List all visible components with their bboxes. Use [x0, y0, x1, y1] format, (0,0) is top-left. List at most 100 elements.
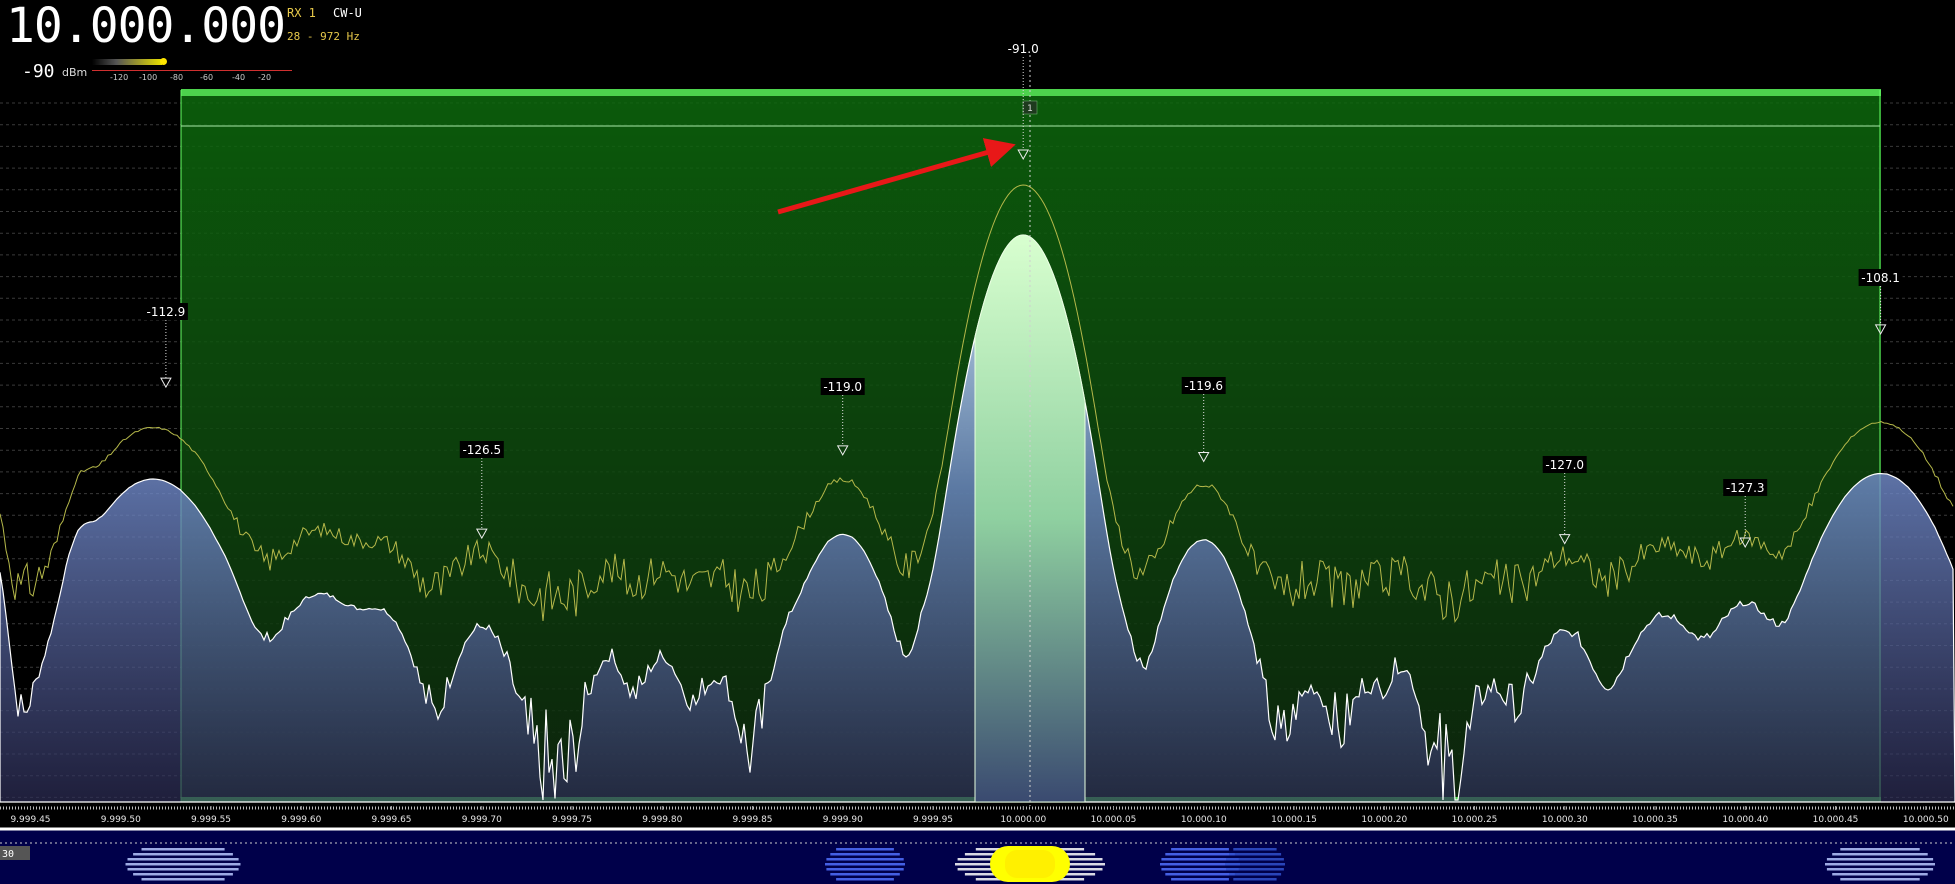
axis-tick-label: 9.999.50 [101, 815, 141, 825]
s-meter-scale-line [92, 70, 292, 71]
receiver-label[interactable]: RX 1 [287, 6, 316, 20]
waterfall-streak [1160, 863, 1240, 866]
peak-marker-triangle [1874, 324, 1887, 335]
frequency-axis [0, 806, 1955, 828]
axis-tick-label: 9.999.70 [462, 815, 502, 825]
peak-marker-triangle [1197, 452, 1210, 463]
waterfall-streak [830, 873, 900, 876]
waterfall-streak [1825, 863, 1935, 866]
frequency-axis-labels: 9.999.45 9.999.50 9.999.55 9.999.60 9.999.65… [10, 806, 1949, 825]
axis-tick-label: 9.999.45 [10, 815, 50, 825]
signal-level-value: -90 [22, 61, 55, 82]
s-meter-indicator [160, 58, 167, 65]
axis-tick-label: 10.000.25 [1452, 815, 1498, 825]
peak-label-box [1181, 377, 1226, 394]
passband-top-edge[interactable] [181, 89, 1881, 96]
peak-marker-triangle [475, 528, 488, 540]
s-meter-tick: -20 [258, 73, 272, 82]
peak-label: -112.9 [147, 305, 186, 319]
waterfall-scale-label: 30 [2, 849, 14, 860]
waterfall-streak [1225, 863, 1285, 866]
s-meter-bar [92, 59, 162, 65]
peak-hold-trace [0, 184, 1954, 623]
waterfall-streak [1832, 853, 1928, 856]
peak-label-box [1542, 456, 1587, 473]
peak-label-box [1858, 269, 1903, 286]
axis-tick-label: 9.999.55 [191, 815, 231, 825]
s-meter-tick: -120 [110, 73, 129, 82]
axis-tick-label: 9.999.80 [642, 815, 682, 825]
peak-label-box [1723, 479, 1768, 496]
center-marker-label: 1 [1027, 104, 1033, 114]
waterfall-streak [1165, 853, 1235, 856]
s-meter-tick: -80 [170, 73, 184, 82]
waterfall-streak [127, 868, 239, 871]
waterfall-streak [830, 853, 900, 856]
waterfall-streak [1165, 873, 1235, 876]
bandwidth-label[interactable]: 28 - 972 Hz [287, 30, 360, 43]
peak-label: -119.0 [823, 380, 862, 394]
s-meter-tick: -100 [139, 73, 158, 82]
peak-label: -91.0 [1008, 42, 1039, 56]
axis-tick-label: 10.000.20 [1361, 815, 1407, 825]
peak-marker-triangle [160, 377, 172, 389]
carrier-peak-trace [974, 234, 1086, 803]
axis-tick-label: 10.000.45 [1813, 815, 1859, 825]
waterfall-streak [836, 848, 894, 851]
waterfall-streak [1840, 878, 1920, 881]
axis-tick-label: 9.999.95 [913, 815, 953, 825]
peak-label-box [459, 441, 504, 458]
waterfall-streak [1840, 848, 1920, 851]
axis-tick-label: 9.999.85 [732, 815, 772, 825]
waterfall-streak [1226, 868, 1284, 871]
axis-tick-label: 10.000.50 [1903, 815, 1949, 825]
annotation-arrow [777, 138, 1016, 215]
waterfall-streak [1826, 868, 1934, 871]
peak-label-box [820, 378, 865, 395]
waterfall-streak [836, 878, 894, 881]
waterfall-carrier-core [1005, 850, 1055, 878]
axis-tick-label: 10.000.35 [1632, 815, 1678, 825]
s-meter-tick: -40 [232, 73, 246, 82]
waterfall-streak [1229, 873, 1282, 876]
peak-marker-triangle [836, 445, 849, 456]
s-meter-tick: -60 [200, 73, 214, 82]
waterfall-streak [125, 863, 241, 866]
axis-tick-label: 10.000.40 [1722, 815, 1768, 825]
waterfall-streak [1233, 848, 1277, 851]
axis-tick-label: 10.000.30 [1542, 815, 1588, 825]
waterfall[interactable] [0, 828, 1955, 884]
peak-label: -127.0 [1545, 458, 1584, 472]
peak-marker-triangle [1739, 537, 1752, 549]
waterfall-streak [1233, 878, 1277, 881]
center-marker-box [1022, 100, 1038, 115]
peak-label: -108.1 [1861, 271, 1900, 285]
peak-label: -126.5 [462, 443, 501, 457]
waterfall-streak [1161, 858, 1239, 861]
peak-label: -119.6 [1184, 379, 1223, 393]
waterfall-streak [141, 848, 225, 851]
signal-level-unit: dBm [62, 66, 88, 79]
waterfall-streak [826, 868, 904, 871]
axis-tick-label: 9.999.90 [823, 815, 863, 825]
waterfall-streak [1226, 858, 1284, 861]
peak-marker-triangle [1017, 149, 1030, 161]
waterfall-streak [133, 853, 233, 856]
waterfall-streak [1171, 878, 1229, 881]
peak-label: -127.3 [1726, 481, 1765, 495]
axis-tick-label: 10.000.05 [1091, 815, 1137, 825]
waterfall-streak [1826, 858, 1934, 861]
peak-marker-triangle [1558, 534, 1571, 545]
waterfall-streak [141, 878, 225, 881]
s-meter-ticks: -120 -100 -80 -60 -40 -20 [110, 73, 280, 85]
axis-tick-label: 10.000.00 [1000, 815, 1046, 825]
waterfall-streak [1229, 853, 1282, 856]
vfo-frequency[interactable]: 10.000.000 [6, 0, 286, 54]
waterfall-streak [826, 858, 904, 861]
peak-label-box [143, 303, 188, 320]
frequency-panel: 10.000.000 RX 1 CW-U 28 - 972 Hz -90 dBm… [0, 0, 372, 86]
axis-tick-label: 10.000.15 [1271, 815, 1317, 825]
mode-label[interactable]: CW-U [333, 6, 362, 20]
waterfall-scale-box [0, 846, 30, 860]
